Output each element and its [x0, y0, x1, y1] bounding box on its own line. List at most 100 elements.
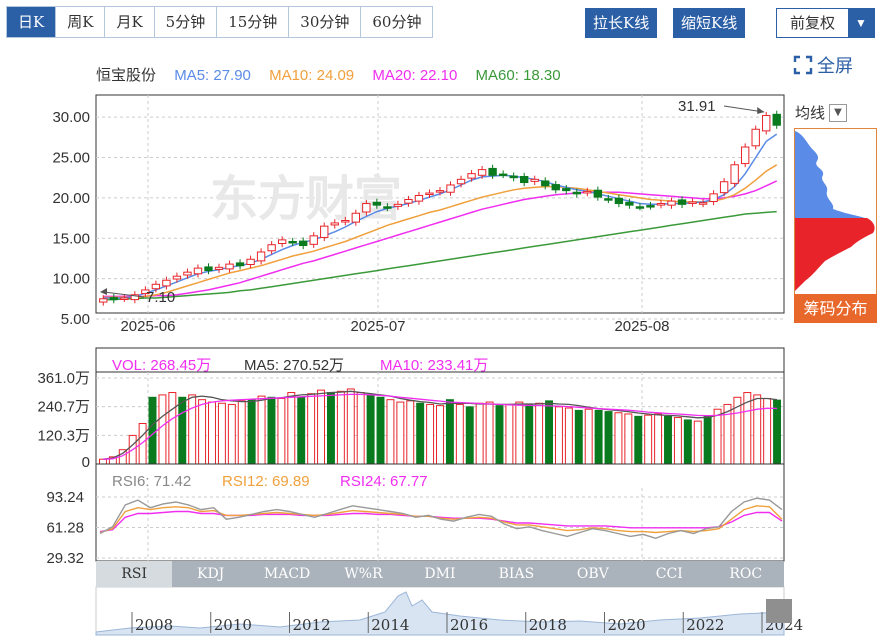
volume-bar: [297, 396, 306, 465]
timeline-year-label: 2016: [450, 616, 488, 634]
volume-bar: [178, 396, 187, 465]
candle-body: [214, 266, 224, 270]
volume-bar: [624, 413, 633, 465]
rsi6-line: [99, 497, 783, 540]
candle-body: [698, 202, 708, 205]
volume-bar: [465, 406, 474, 465]
candle-body: [520, 175, 529, 184]
volume-bar: [614, 412, 623, 465]
fullscreen-label: 全屏: [817, 56, 853, 77]
candle-body: [246, 258, 255, 266]
volume-bar: [515, 401, 524, 465]
volume-bar: [307, 393, 316, 465]
tab-30min[interactable]: 30分钟: [289, 7, 362, 37]
tab-60min[interactable]: 60分钟: [361, 7, 433, 37]
candle-body: [740, 146, 750, 165]
tab-roc[interactable]: ROC: [729, 566, 763, 582]
timeline-scroll-handle[interactable]: [766, 599, 792, 623]
candle-body: [625, 201, 634, 206]
timeline-year-label: 2008: [135, 616, 173, 634]
timeline-year-label: 2018: [529, 616, 567, 634]
volume-ma-lines: [102, 390, 778, 460]
tab-kdj[interactable]: KDJ: [197, 566, 225, 582]
kline-y-tick: 10.00: [52, 271, 90, 288]
candle-body: [667, 200, 676, 206]
volume-bar: [644, 414, 653, 465]
volume-bar: [713, 408, 722, 465]
tab-daily[interactable]: 日K: [7, 7, 57, 37]
tab-dmi[interactable]: DMI: [424, 566, 456, 582]
kline-frame: [95, 94, 785, 314]
volume-bar: [287, 392, 296, 465]
tab-5min[interactable]: 5分钟: [154, 7, 218, 37]
tab-monthly[interactable]: 月K: [105, 7, 155, 37]
candle-body: [562, 188, 571, 192]
candle-body: [467, 173, 476, 179]
candle-body: [235, 262, 245, 267]
volume-y-tick: 361.0万: [37, 370, 90, 387]
volume-bar: [554, 406, 563, 465]
chevron-down-icon: ▼: [829, 103, 848, 122]
volume-bar: [158, 394, 167, 465]
chip-distribution-button[interactable]: 筹码分布: [794, 294, 877, 323]
tab-rsi[interactable]: RSI: [96, 561, 173, 587]
tab-weekly[interactable]: 周K: [56, 7, 106, 37]
stock-name: 恒宝股份: [96, 67, 157, 84]
kline-ma-lines: [103, 133, 778, 301]
candle-body: [393, 203, 403, 207]
volume-bar: [396, 401, 405, 465]
candle-body: [383, 206, 392, 209]
shrink-kline-button[interactable]: 缩短K线: [673, 8, 746, 38]
candle-body: [604, 198, 613, 201]
volume-bar: [664, 415, 672, 465]
stretch-kline-button[interactable]: 拉长K线: [585, 8, 658, 38]
candle-body: [183, 271, 192, 276]
candle-body: [404, 199, 413, 204]
volume-bar: [693, 420, 702, 465]
volume-bar: [545, 400, 554, 465]
candle-body: [488, 167, 497, 176]
ma20-line: [103, 180, 778, 298]
candle-body: [277, 239, 287, 245]
volume-bar: [198, 399, 207, 465]
volume-bar: [247, 399, 256, 465]
min-price-label: 7.10: [146, 289, 175, 306]
volume-bar: [564, 407, 573, 465]
volume-y-tick: 0: [82, 454, 90, 471]
volume-bar: [634, 415, 643, 465]
fullscreen-button[interactable]: 全屏: [793, 52, 853, 78]
tab-wr[interactable]: W%R: [344, 566, 383, 582]
volume-bar: [317, 389, 326, 465]
timeline-years: 2008 2010 2012 2014 2016 2018 2020 2022 2024: [131, 612, 803, 634]
kline-y-axis: 30.00 25.00 20.00 15.00 10.00 5.00: [52, 109, 90, 328]
rsi-legend-rsi6: RSI6: 71.42: [112, 473, 191, 490]
candle-body: [256, 251, 266, 262]
candle-body: [425, 192, 434, 196]
volume-bar: [703, 415, 712, 465]
tab-cci[interactable]: CCI: [655, 566, 683, 582]
candle-body: [130, 294, 140, 301]
tab-bias[interactable]: BIAS: [498, 566, 535, 582]
rsi-y-axis: 93.24 61.28 29.32: [46, 489, 84, 567]
rsi-legend-rsi24: RSI24: 67.77: [340, 473, 428, 490]
volume-y-tick: 240.7万: [37, 399, 90, 416]
tab-15min[interactable]: 15分钟: [217, 7, 290, 37]
min-price-arrow: [103, 291, 145, 298]
tab-obv[interactable]: OBV: [576, 566, 609, 582]
volume-bar: [426, 403, 435, 465]
tab-macd[interactable]: MACD: [263, 566, 311, 582]
volume-bars: [98, 388, 782, 465]
rsi-y-tick: 29.32: [46, 550, 84, 567]
volume-bar: [376, 396, 385, 465]
candle-body: [414, 194, 424, 202]
candle-body: [193, 267, 203, 275]
kline-annotations: 31.91 7.10: [100, 98, 765, 306]
adjust-select[interactable]: 前复权 ▼: [776, 8, 875, 38]
ma-toggle[interactable]: 均线 ▼: [795, 102, 848, 123]
candle-body: [541, 180, 550, 187]
watermark: 东方财富: [210, 173, 402, 226]
ma10-line: [103, 164, 778, 298]
volume-bar: [208, 401, 216, 465]
candle-body: [99, 298, 108, 303]
